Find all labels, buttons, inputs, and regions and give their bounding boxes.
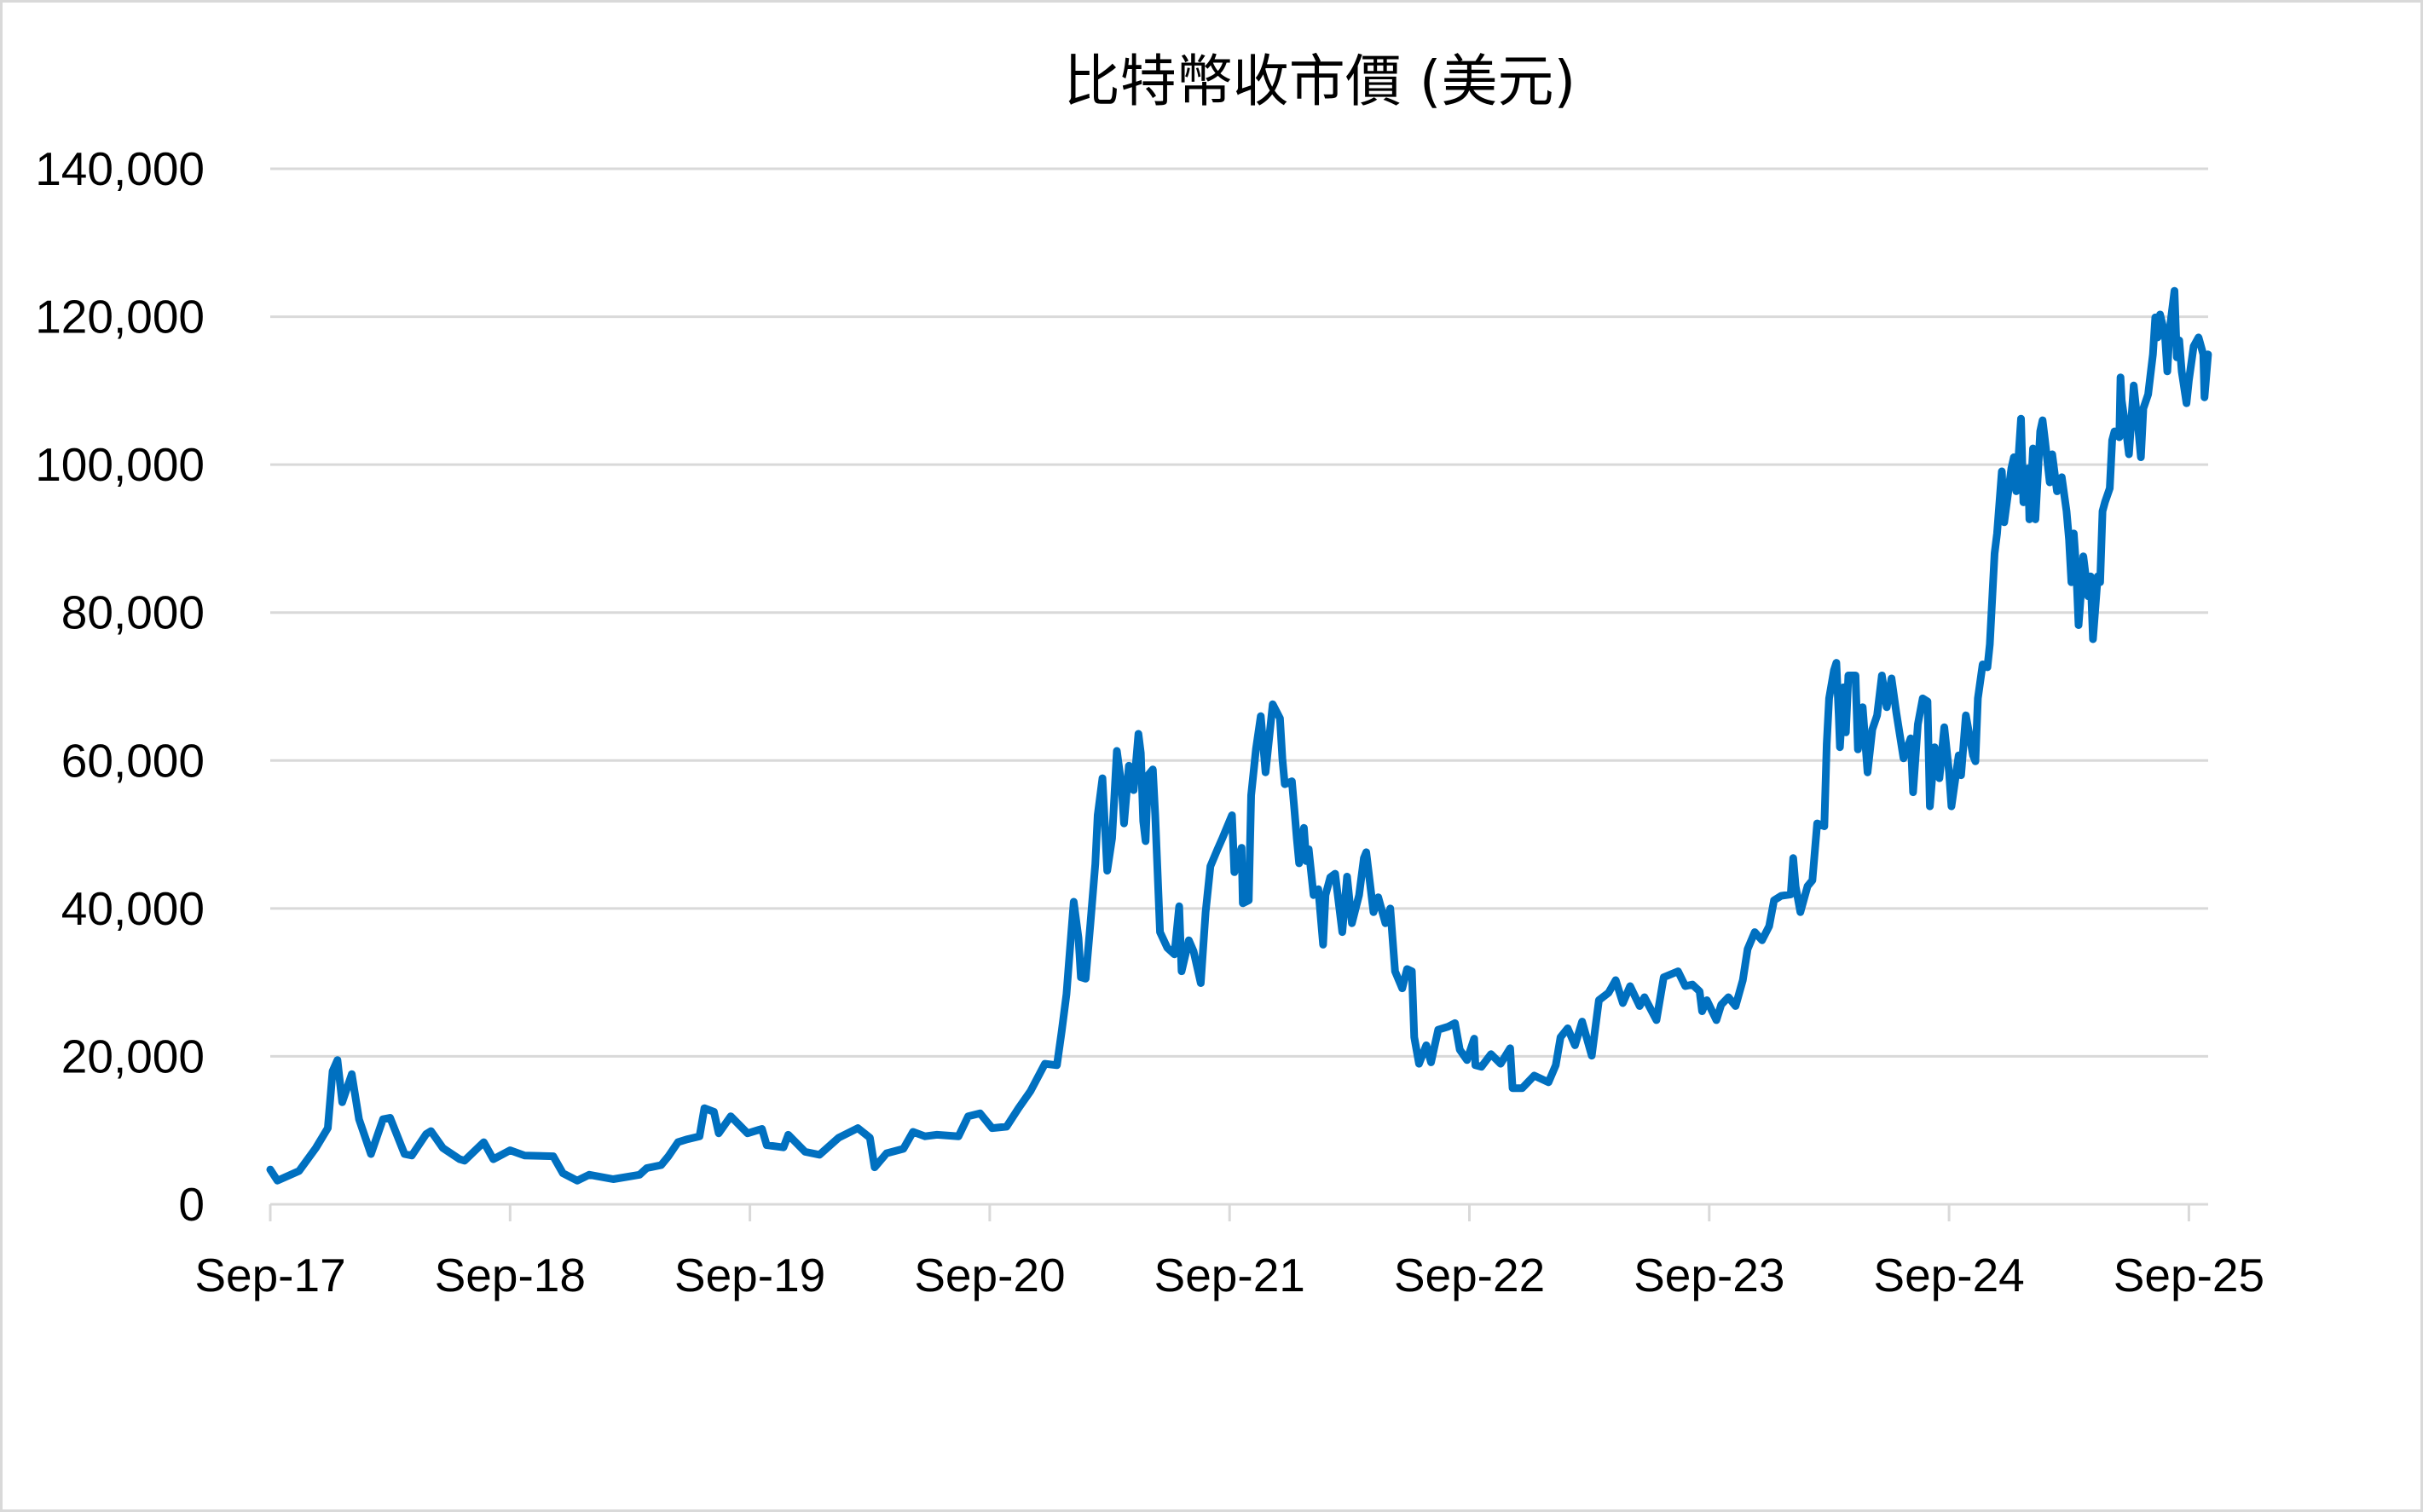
y-tick-label: 60,000	[61, 734, 205, 787]
y-tick-label: 20,000	[61, 1030, 205, 1082]
x-tick-label: Sep-22	[1394, 1249, 1545, 1301]
gridlines	[270, 167, 2208, 1058]
x-tick-label: Sep-21	[1154, 1249, 1305, 1301]
x-axis	[269, 1203, 2208, 1221]
y-tick-label: 120,000	[35, 291, 205, 343]
x-tick-label: Sep-25	[2114, 1249, 2264, 1301]
x-tick-label: Sep-24	[1873, 1249, 2024, 1301]
x-tick-label: Sep-18	[435, 1249, 586, 1301]
price-line-series	[266, 286, 2212, 1185]
y-tick-label: 140,000	[35, 142, 205, 195]
x-axis-labels: Sep-17 Sep-18 Sep-19 Sep-20 Sep-21 Sep-22 Sep-…	[194, 1249, 2264, 1301]
y-tick-label: 40,000	[61, 882, 205, 935]
y-tick-label: 0	[178, 1178, 205, 1231]
y-tick-label: 100,000	[35, 438, 205, 491]
x-tick-label: Sep-23	[1634, 1249, 1784, 1301]
x-tick-label: Sep-19	[674, 1249, 825, 1301]
x-tick-label: Sep-17	[194, 1249, 345, 1301]
x-tick-label: Sep-20	[914, 1249, 1065, 1301]
y-axis-labels: 0 20,000 40,000 60,000 80,000 100,000 120,000 1…	[35, 142, 205, 1231]
y-tick-label: 80,000	[61, 586, 205, 639]
chart-title: 比特幣收市價 (美元)	[1064, 49, 1576, 114]
